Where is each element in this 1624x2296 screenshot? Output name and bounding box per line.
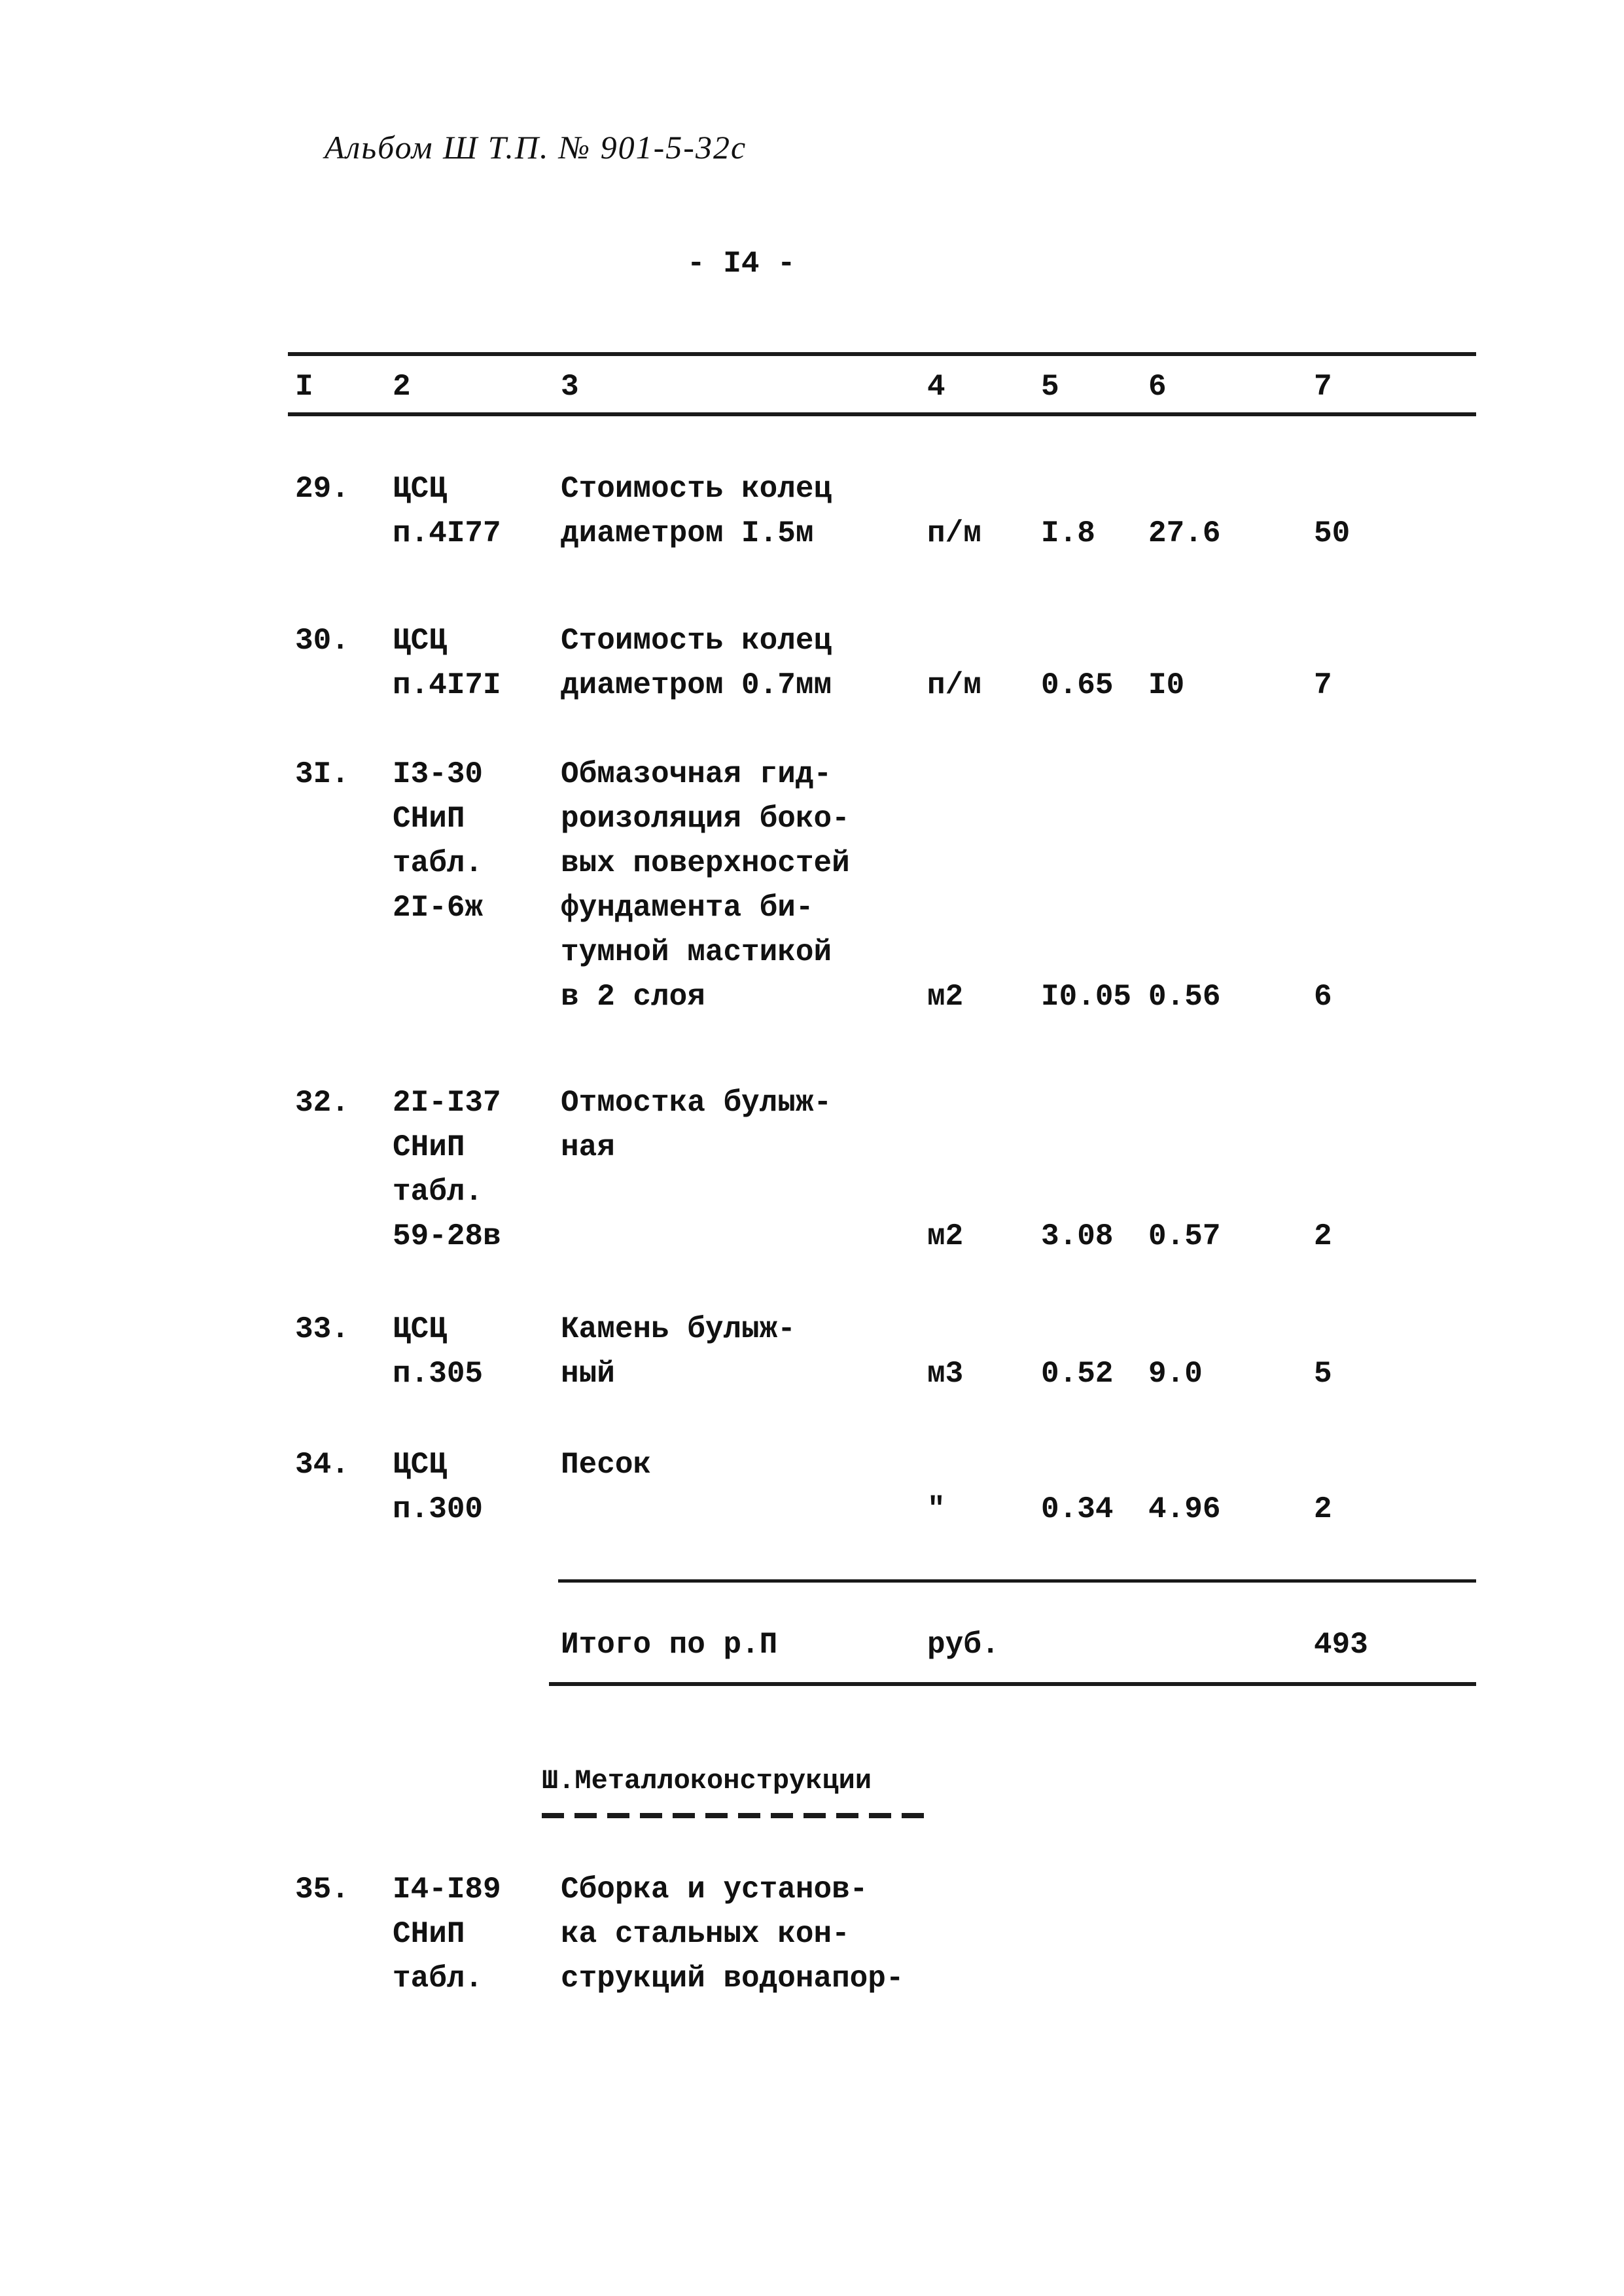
reference-line: табл. (393, 846, 484, 880)
description-line: струкций водонапор- (561, 1962, 904, 1996)
quantity: 3.08 (1041, 1219, 1114, 1253)
column-header-2: 2 (393, 370, 411, 404)
reference-line: ЦСЦ (393, 1448, 447, 1482)
description-line: Стоимость колец (561, 624, 832, 658)
row-number: 32. (295, 1086, 349, 1120)
page-number: - I4 - (687, 247, 796, 281)
row-number: 29. (295, 472, 349, 506)
column-header-6: 6 (1148, 370, 1167, 404)
column-header-3: 3 (561, 370, 579, 404)
reference-line: ЦСЦ (393, 472, 447, 506)
row-number: 3I. (295, 757, 349, 791)
total-cost: 5 (1314, 1357, 1332, 1391)
reference-line: 2I-I37 (393, 1086, 501, 1120)
description-line: Стоимость колец (561, 472, 832, 506)
unit-price: 0.56 (1148, 980, 1221, 1014)
total-cost: 6 (1314, 980, 1332, 1014)
row-number: 35. (295, 1873, 349, 1907)
reference-line: п.305 (393, 1357, 484, 1391)
reference-line: СНиП (393, 1130, 465, 1164)
reference-line: I3-30 (393, 757, 484, 791)
reference-line: п.300 (393, 1492, 484, 1526)
subtotal-label: Итого по р.П (561, 1628, 778, 1662)
table-top-rule (288, 352, 1476, 356)
description-line: диаметром I.5м (561, 516, 814, 550)
reference-line: ЦСЦ (393, 624, 447, 658)
reference-line: п.4I7I (393, 668, 501, 702)
section-title: Ш.Металлоконструкции (542, 1765, 872, 1797)
row-number: 30. (295, 624, 349, 658)
column-header-5: 5 (1041, 370, 1059, 404)
total-cost: 7 (1314, 668, 1332, 702)
description-line: тумной мастикой (561, 935, 832, 969)
unit: " (927, 1492, 945, 1526)
description-line: диаметром 0.7мм (561, 668, 832, 702)
column-header-rule (288, 412, 1476, 416)
reference-line: п.4I77 (393, 516, 501, 550)
description-line: ка стальных кон- (561, 1917, 850, 1951)
column-header-7: 7 (1314, 370, 1332, 404)
subtotal-total: 493 (1314, 1628, 1368, 1662)
subtotal-bottom-rule (549, 1682, 1476, 1686)
column-header-4: 4 (927, 370, 945, 404)
description-line: Обмазочная гид- (561, 757, 832, 791)
reference-line: СНиП (393, 802, 465, 836)
description-line: Камень булыж- (561, 1312, 796, 1346)
total-cost: 2 (1314, 1492, 1332, 1526)
description-line: фундамента би- (561, 891, 814, 925)
quantity: 0.34 (1041, 1492, 1114, 1526)
description-line: Песок (561, 1448, 652, 1482)
unit-price: 27.6 (1148, 516, 1221, 550)
unit-price: 4.96 (1148, 1492, 1221, 1526)
section-title-underline (542, 1813, 934, 1818)
unit-price: 0.57 (1148, 1219, 1221, 1253)
unit: п/м (927, 516, 981, 550)
reference-line: СНиП (393, 1917, 465, 1951)
description-line: роизоляция боко- (561, 802, 850, 836)
row-number: 33. (295, 1312, 349, 1346)
total-cost: 2 (1314, 1219, 1332, 1253)
unit: п/м (927, 668, 981, 702)
reference-line: табл. (393, 1962, 484, 1996)
subtotal-unit: руб. (927, 1628, 1000, 1662)
unit: м2 (927, 980, 964, 1014)
description-line: в 2 слоя (561, 980, 705, 1014)
description-line: ный (561, 1357, 615, 1391)
column-header-1: I (295, 370, 313, 404)
reference-line: ЦСЦ (393, 1312, 447, 1346)
subtotal-top-rule (558, 1579, 1476, 1583)
album-header: Альбом Ш Т.П. № 901-5-32с (325, 129, 747, 166)
reference-line: 59-28в (393, 1219, 501, 1253)
description-line: Отмостка булыж- (561, 1086, 832, 1120)
quantity: 0.65 (1041, 668, 1114, 702)
total-cost: 50 (1314, 516, 1350, 550)
unit: м2 (927, 1219, 964, 1253)
reference-line: 2I-6ж (393, 891, 484, 925)
description-line: вых поверхностей (561, 846, 850, 880)
unit-price: I0 (1148, 668, 1185, 702)
unit-price: 9.0 (1148, 1357, 1203, 1391)
quantity: I0.05 (1041, 980, 1132, 1014)
quantity: 0.52 (1041, 1357, 1114, 1391)
unit: м3 (927, 1357, 964, 1391)
reference-line: табл. (393, 1175, 484, 1209)
quantity: I.8 (1041, 516, 1095, 550)
row-number: 34. (295, 1448, 349, 1482)
description-line: Сборка и установ- (561, 1873, 868, 1907)
reference-line: I4-I89 (393, 1873, 501, 1907)
description-line: ная (561, 1130, 615, 1164)
